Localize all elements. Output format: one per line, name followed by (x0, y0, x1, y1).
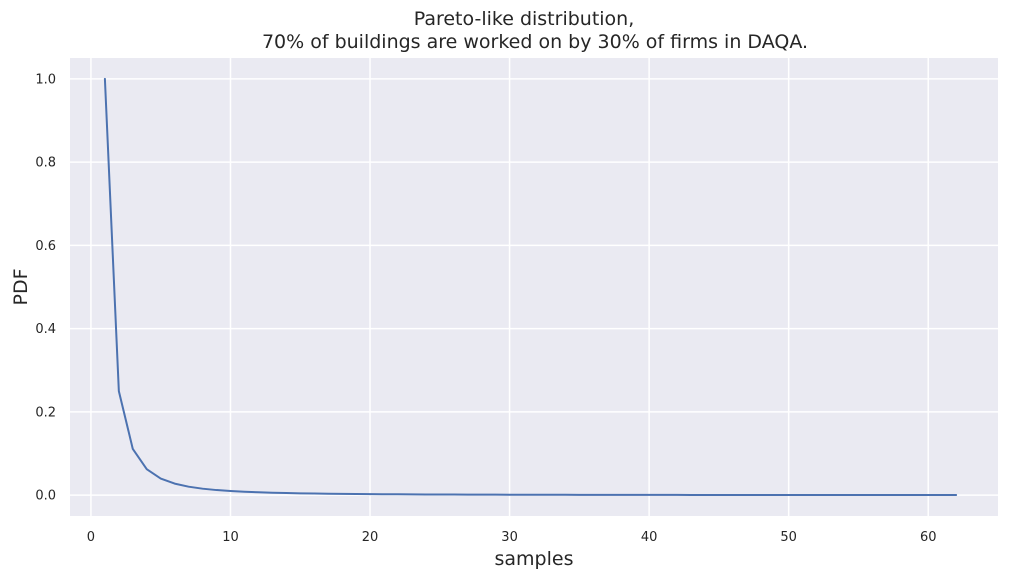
y-tick-label: 0.4 (35, 322, 56, 337)
x-tick-label: 0 (87, 530, 95, 545)
series-layer (103, 77, 958, 497)
x-tick-label: 40 (641, 530, 658, 545)
y-tick-label: 1.0 (35, 72, 56, 87)
y-axis-label: PDF (10, 268, 32, 305)
x-tick-label: 30 (501, 530, 518, 545)
x-tick-label: 50 (780, 530, 797, 545)
chart-title-line-2: 70% of buildings are worked on by 30% of… (262, 31, 808, 53)
y-tick-label: 0.6 (35, 239, 56, 254)
x-tick-label: 10 (222, 530, 239, 545)
plot-area (70, 58, 998, 516)
x-axis-label: samples (495, 548, 574, 570)
grid (70, 58, 998, 516)
x-tick-label: 60 (920, 530, 937, 545)
x-axis-ticks: 0 10 20 30 40 50 60 (87, 530, 937, 545)
series-line (103, 77, 958, 497)
y-tick-label: 0.8 (35, 156, 56, 171)
chart-title-line-1: Pareto-like distribution, (414, 8, 635, 30)
y-tick-label: 0.2 (35, 405, 56, 420)
y-axis-ticks: 0.0 0.2 0.4 0.6 0.8 1.0 (35, 72, 56, 503)
x-tick-label: 20 (362, 530, 379, 545)
y-tick-label: 0.0 (35, 489, 56, 504)
